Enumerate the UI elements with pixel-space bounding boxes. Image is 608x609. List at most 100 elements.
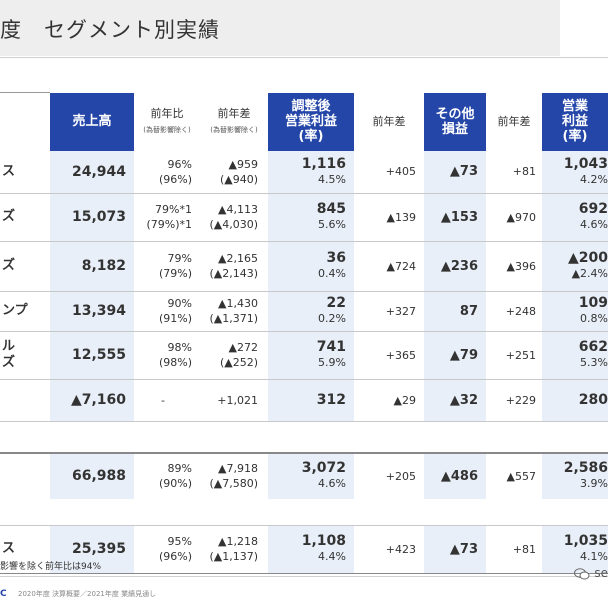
table-row: ズ 8,182 79% (79%) ▲2,165 (▲2,143) 36 0.4% ▲724 ▲2… <box>0 241 608 292</box>
adj-op-cell: 741 5.9% <box>268 331 354 380</box>
segment-label: ンプ <box>0 291 50 332</box>
diff-value: ▲272 <box>228 341 258 354</box>
table-row: ズ 15,073 79%*1 (79%)*1 ▲4,113 (▲4,030) 845 5.6%… <box>0 193 608 242</box>
op-cell: 280 <box>542 379 608 422</box>
title-bar <box>0 0 560 56</box>
spacer-row <box>0 498 608 526</box>
footer-divider <box>0 576 608 577</box>
yoy-value: 98% <box>167 341 192 354</box>
footer-logo: C <box>0 589 7 599</box>
adj-op-value: 1,116 <box>301 155 346 172</box>
header-yoy: 前年比 (為替影響除く) <box>134 92 200 151</box>
op-cell: 2,586 3.9% <box>542 451 608 499</box>
yoy-ex-fx: (96%) <box>158 550 192 563</box>
op-value: 2,586 <box>563 460 608 476</box>
diff-cell: ▲7,918 (▲7,580) <box>200 451 268 499</box>
table-row: ▲7,160 - +1,021 312 ▲29 ▲32 +229 280 <box>0 379 608 422</box>
page-title: 度 セグメント別実績 <box>0 18 220 42</box>
other-cell: ▲79 <box>424 331 486 380</box>
op-rate: 4.6% <box>580 218 608 231</box>
adj-op-value: 3,072 <box>301 460 346 476</box>
other-cell: ▲73 <box>424 525 486 574</box>
adj-op-cell: 3,072 4.6% <box>268 451 354 499</box>
other-cell: ▲153 <box>424 193 486 242</box>
yoy-ex-fx: (91%) <box>158 312 192 325</box>
diff-ex-fx: (▲940) <box>219 172 258 186</box>
sales-cell: 12,555 <box>50 331 134 380</box>
yoy-ex-fx: (79%)*1 <box>146 218 192 231</box>
yoy-value: 89% <box>167 462 192 475</box>
other-cell: 87 <box>424 291 486 332</box>
header-adj-diff: 前年差 <box>354 92 424 151</box>
header-other-diff: 前年差 <box>486 92 542 151</box>
segment-results-table: 売上高 前年比 (為替影響除く) 前年差 (為替影響除く) 調整後 営業利益 (率)… <box>0 92 608 574</box>
other-diff-cell: +81 <box>486 525 542 574</box>
op-cell: ▲200 ▲2.4% <box>542 241 608 292</box>
adj-op-cell: 22 0.2% <box>268 291 354 332</box>
adj-op-rate: 0.4% <box>318 267 346 280</box>
op-cell: 692 4.6% <box>542 193 608 242</box>
adj-diff-cell: +423 <box>354 525 424 574</box>
segment-label <box>0 379 50 422</box>
op-cell: 1,043 4.2% <box>542 151 608 194</box>
op-rate: 4.2% <box>580 172 608 186</box>
adj-op-cell: 845 5.6% <box>268 193 354 242</box>
diff-cell: +1,021 <box>200 379 268 422</box>
diff-ex-fx: (▲1,371) <box>209 312 258 325</box>
yoy-cell: 95% (96%) <box>134 525 200 574</box>
diff-cell: ▲2,165 (▲2,143) <box>200 241 268 292</box>
yoy-ex-fx: (79%) <box>158 267 192 280</box>
yoy-cell: 96% (96%) <box>134 151 200 194</box>
other-diff-cell: ▲557 <box>486 451 542 499</box>
diff-ex-fx: (▲7,580) <box>209 477 258 490</box>
yoy-cell: 89% (90%) <box>134 451 200 499</box>
segment-label: ズ <box>0 241 50 292</box>
diff-value: ▲959 <box>228 157 258 171</box>
yoy-value: 96% <box>167 157 192 171</box>
sales-cell: 66,988 <box>50 451 134 499</box>
diff-ex-fx: (▲252) <box>219 356 258 369</box>
yoy-value: 90% <box>167 297 192 310</box>
diff-cell: ▲4,113 (▲4,030) <box>200 193 268 242</box>
diff-cell: ▲1,218 (▲1,137) <box>200 525 268 574</box>
op-rate: 3.9% <box>580 477 608 490</box>
table-row: 66,988 89% (90%) ▲7,918 (▲7,580) 3,072 4.6% +20… <box>0 451 608 499</box>
table-row: ス 25,395 95% (96%) ▲1,218 (▲1,137) 1,108 4.4% +4… <box>0 525 608 574</box>
other-diff-cell: +251 <box>486 331 542 380</box>
segment-label: ス <box>0 525 50 574</box>
adj-op-value: 312 <box>316 391 346 408</box>
adj-op-value: 1,108 <box>301 533 346 549</box>
segment-label <box>0 451 50 499</box>
sales-cell: 13,394 <box>50 291 134 332</box>
op-cell: 109 0.8% <box>542 291 608 332</box>
diff-ex-fx: (▲1,137) <box>209 550 258 563</box>
diff-value: +1,021 <box>217 393 258 407</box>
adj-op-cell: 312 <box>268 379 354 422</box>
watermark-text: se <box>594 566 608 580</box>
diff-value: ▲7,918 <box>218 462 258 475</box>
watermark: se <box>574 566 608 580</box>
yoy-value: 79%*1 <box>155 203 192 216</box>
header-other: その他 損益 <box>424 92 486 151</box>
adj-diff-cell: +327 <box>354 291 424 332</box>
table-row: ンプ 13,394 90% (91%) ▲1,430 (▲1,371) 22 0.2% +327… <box>0 291 608 332</box>
adj-diff-cell: ▲29 <box>354 379 424 422</box>
spacer-cell <box>0 421 608 453</box>
segment-label: ズ <box>0 193 50 242</box>
yoy-cell: 90% (91%) <box>134 291 200 332</box>
adj-diff-cell: +365 <box>354 331 424 380</box>
segment-label: ス <box>0 151 50 194</box>
op-rate: ▲2.4% <box>571 267 608 280</box>
op-value: ▲200 <box>568 250 608 266</box>
adj-diff-cell: ▲724 <box>354 241 424 292</box>
op-value: 1,035 <box>563 533 608 549</box>
sales-cell: 24,944 <box>50 151 134 194</box>
header-diff: 前年差 (為替影響除く) <box>200 92 268 151</box>
adj-op-rate: 4.5% <box>318 172 346 186</box>
op-value: 280 <box>578 391 608 408</box>
adj-op-cell: 36 0.4% <box>268 241 354 292</box>
adj-op-cell: 1,116 4.5% <box>268 151 354 194</box>
op-rate: 4.1% <box>580 550 608 563</box>
op-value: 109 <box>578 295 608 311</box>
sales-cell: 25,395 <box>50 525 134 574</box>
